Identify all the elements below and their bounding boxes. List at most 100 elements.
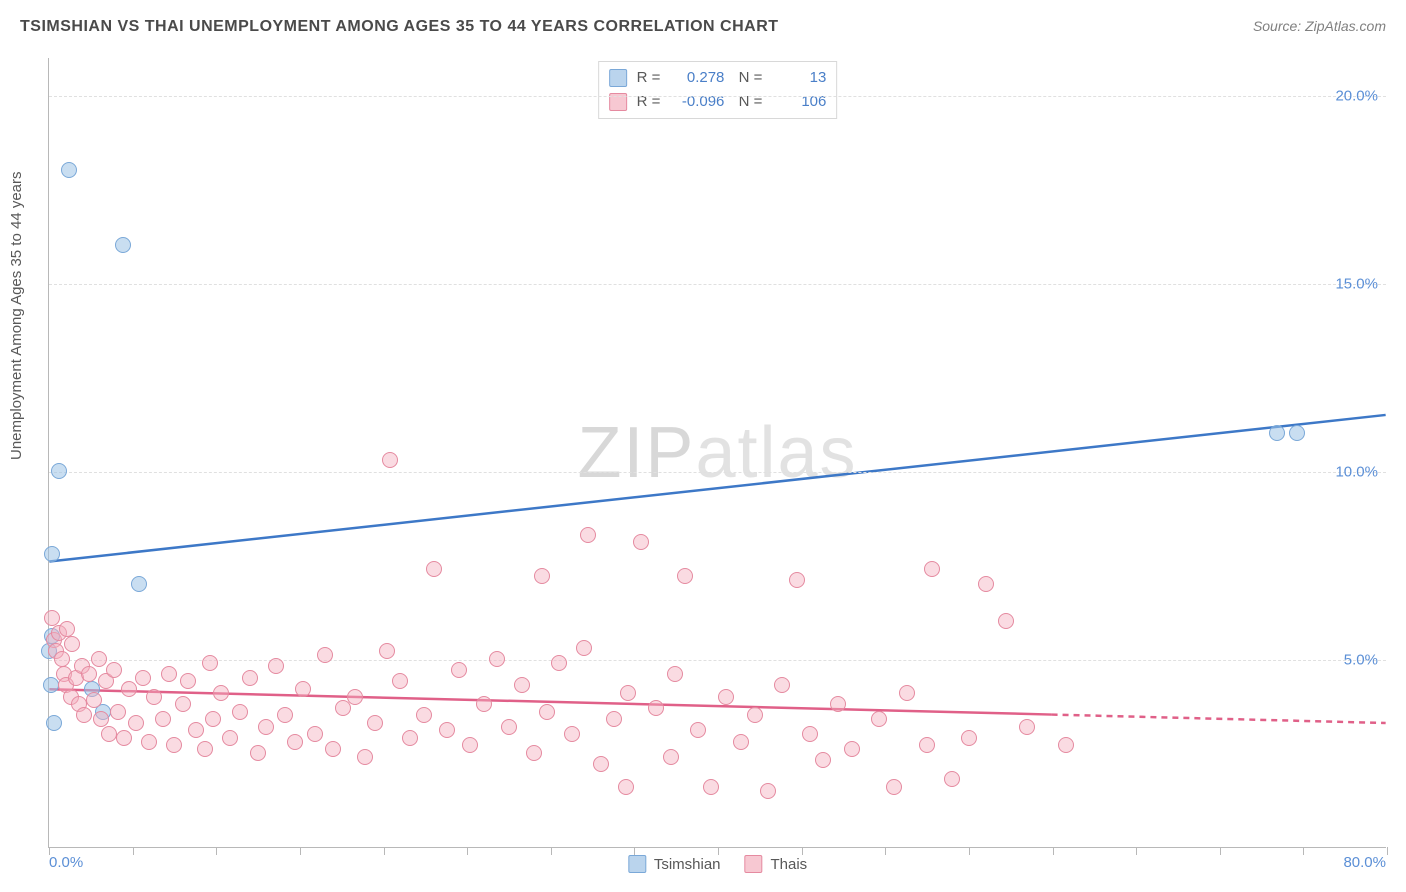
data-point [379, 643, 395, 659]
data-point [205, 711, 221, 727]
data-point [690, 722, 706, 738]
data-point [667, 666, 683, 682]
legend-item: Thais [745, 855, 808, 873]
stat-r-label: R = [637, 66, 661, 90]
data-point [733, 734, 749, 750]
x-tick [551, 847, 552, 855]
correlation-legend: R = 0.278 N = 13 R = -0.096 N = 106 [598, 61, 838, 119]
stat-n-value: 13 [772, 66, 826, 90]
data-point [128, 715, 144, 731]
data-point [307, 726, 323, 742]
data-point [703, 779, 719, 795]
data-point [564, 726, 580, 742]
stat-r-label: R = [637, 90, 661, 114]
data-point [760, 783, 776, 799]
data-point [295, 681, 311, 697]
data-point [91, 651, 107, 667]
data-point [86, 692, 102, 708]
stat-n-label: N = [734, 66, 762, 90]
data-point [606, 711, 622, 727]
legend-row: R = -0.096 N = 106 [609, 90, 827, 114]
data-point [944, 771, 960, 787]
x-tick-label: 80.0% [1343, 854, 1386, 871]
x-tick [467, 847, 468, 855]
chart-title: TSIMSHIAN VS THAI UNEMPLOYMENT AMONG AGE… [20, 18, 779, 36]
x-tick [1136, 847, 1137, 855]
data-point [580, 527, 596, 543]
data-point [202, 655, 218, 671]
data-point [998, 613, 1014, 629]
stat-n-value: 106 [772, 90, 826, 114]
data-point [277, 707, 293, 723]
data-point [101, 726, 117, 742]
swatch-blue [609, 69, 627, 87]
data-point [961, 730, 977, 746]
data-point [64, 636, 80, 652]
data-point [663, 749, 679, 765]
gridline-h [49, 96, 1386, 97]
data-point [576, 640, 592, 656]
data-point [213, 685, 229, 701]
data-point [1289, 425, 1305, 441]
data-point [232, 704, 248, 720]
data-point [830, 696, 846, 712]
data-point [382, 452, 398, 468]
series-legend: Tsimshian Thais [628, 855, 807, 873]
data-point [44, 610, 60, 626]
swatch-pink [745, 855, 763, 873]
x-tick [1053, 847, 1054, 855]
data-point [489, 651, 505, 667]
data-point [44, 546, 60, 562]
data-point [439, 722, 455, 738]
stat-r-value: 0.278 [670, 66, 724, 90]
legend-item: Tsimshian [628, 855, 721, 873]
data-point [844, 741, 860, 757]
data-point [789, 572, 805, 588]
data-point [76, 707, 92, 723]
data-point [451, 662, 467, 678]
data-point [317, 647, 333, 663]
data-point [978, 576, 994, 592]
x-tick [969, 847, 970, 855]
data-point [54, 651, 70, 667]
data-point [43, 677, 59, 693]
data-point [46, 715, 62, 731]
x-tick [718, 847, 719, 855]
x-tick [300, 847, 301, 855]
y-tick-label: 15.0% [1335, 275, 1378, 292]
data-point [919, 737, 935, 753]
data-point [367, 715, 383, 731]
data-point [197, 741, 213, 757]
data-point [514, 677, 530, 693]
legend-label: Thais [771, 856, 808, 873]
x-tick-label: 0.0% [49, 854, 83, 871]
data-point [155, 711, 171, 727]
gridline-h [49, 472, 1386, 473]
data-point [899, 685, 915, 701]
x-tick [216, 847, 217, 855]
y-tick-label: 5.0% [1344, 651, 1378, 668]
source-attribution: Source: ZipAtlas.com [1253, 18, 1386, 34]
y-tick-label: 10.0% [1335, 463, 1378, 480]
swatch-blue [628, 855, 646, 873]
data-point [347, 689, 363, 705]
data-point [534, 568, 550, 584]
data-point [242, 670, 258, 686]
data-point [141, 734, 157, 750]
data-point [250, 745, 266, 761]
data-point [648, 700, 664, 716]
x-tick [885, 847, 886, 855]
data-point [526, 745, 542, 761]
trend-lines [49, 58, 1386, 847]
data-point [501, 719, 517, 735]
x-tick [634, 847, 635, 855]
watermark-text: ZIPatlas [577, 412, 857, 494]
data-point [677, 568, 693, 584]
data-point [774, 677, 790, 693]
data-point [121, 681, 137, 697]
data-point [476, 696, 492, 712]
data-point [180, 673, 196, 689]
data-point [747, 707, 763, 723]
data-point [51, 463, 67, 479]
data-point [131, 576, 147, 592]
